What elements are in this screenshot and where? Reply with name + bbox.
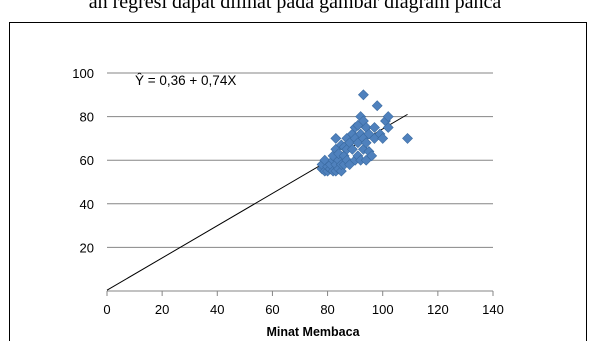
y-tick-label: 40 [80, 197, 94, 212]
equation-label: Ŷ = 0,36 + 0,74X [135, 73, 236, 88]
data-point [382, 122, 394, 133]
chart-frame: 20 40 60 80 100 0 20 40 60 80 100 120 140 Ŷ = 0,36 +… [9, 22, 587, 341]
gridlines [107, 72, 493, 248]
data-point [330, 132, 342, 144]
data-point [369, 122, 380, 133]
labels: Ŷ = 0,36 + 0,74X Minat Membaca [135, 73, 361, 339]
y-tick-label: 60 [80, 153, 94, 168]
data-point [371, 100, 383, 112]
data-point [357, 89, 369, 101]
data-point [402, 132, 413, 144]
data-point [360, 137, 372, 149]
x-tick-label: 40 [210, 302, 224, 317]
y-tick-label: 80 [80, 110, 94, 125]
x-tick-label: 80 [320, 302, 334, 317]
x-tick-label: 140 [482, 302, 504, 317]
y-tick-label: 20 [80, 240, 94, 255]
x-tick-label: 100 [372, 302, 394, 317]
x-tick-label: 60 [265, 302, 279, 317]
axes: 20 40 60 80 100 0 20 40 60 80 100 120 140 [72, 66, 504, 317]
data-points [316, 89, 413, 177]
x-axis-label: Minat Membaca [266, 325, 360, 339]
data-point [346, 143, 358, 155]
x-tick-label: 20 [155, 302, 169, 317]
data-point [382, 111, 394, 123]
caption-text: an regresi dapat dilihat pada gambar dia… [88, 0, 502, 13]
scatter-chart: 20 40 60 80 100 0 20 40 60 80 100 120 140 Ŷ = 0,36 +… [72, 66, 504, 339]
data-point [377, 132, 389, 144]
x-tick-label: 0 [103, 302, 110, 317]
x-tick-label: 120 [427, 302, 449, 317]
y-tick-label: 100 [72, 66, 94, 81]
data-point [366, 150, 378, 162]
